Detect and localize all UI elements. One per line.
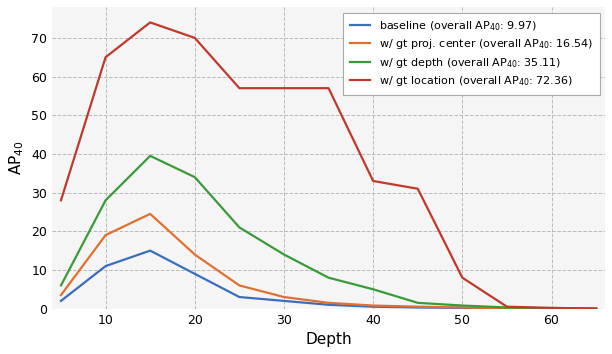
w/ gt depth (overall AP$_{40}$: 35.11): (50, 0.8): 35.11): (50, 0.8)	[458, 303, 466, 308]
w/ gt proj. center (overall AP$_{40}$: 16.54): (25, 6): 16.54): (25, 6)	[236, 283, 243, 287]
w/ gt depth (overall AP$_{40}$: 35.11): (30, 14): 35.11): (30, 14)	[280, 252, 288, 257]
w/ gt proj. center (overall AP$_{40}$: 16.54): (60, 0.1): 16.54): (60, 0.1)	[548, 306, 555, 310]
w/ gt proj. center (overall AP$_{40}$: 16.54): (45, 0.5): 16.54): (45, 0.5)	[414, 304, 422, 309]
w/ gt location (overall AP$_{40}$: 72.36): (55, 0.5): 72.36): (55, 0.5)	[503, 304, 510, 309]
baseline (overall AP$_{40}$: 9.97): (45, 0.3): 9.97): (45, 0.3)	[414, 306, 422, 310]
w/ gt location (overall AP$_{40}$: 72.36): (5, 28): 72.36): (5, 28)	[58, 198, 65, 202]
baseline (overall AP$_{40}$: 9.97): (35, 1): 9.97): (35, 1)	[325, 303, 332, 307]
w/ gt proj. center (overall AP$_{40}$: 16.54): (35, 1.5): 16.54): (35, 1.5)	[325, 301, 332, 305]
w/ gt location (overall AP$_{40}$: 72.36): (35, 57): 72.36): (35, 57)	[325, 86, 332, 90]
Line: w/ gt proj. center (overall AP$_{40}$: 16.54): w/ gt proj. center (overall AP$_{40}$: 1…	[61, 214, 596, 309]
w/ gt location (overall AP$_{40}$: 72.36): (60, 0.2): 72.36): (60, 0.2)	[548, 306, 555, 310]
w/ gt depth (overall AP$_{40}$: 35.11): (65, 0): 35.11): (65, 0)	[592, 307, 600, 311]
Line: w/ gt location (overall AP$_{40}$: 72.36): w/ gt location (overall AP$_{40}$: 72.36…	[61, 22, 596, 309]
w/ gt location (overall AP$_{40}$: 72.36): (45, 31): 72.36): (45, 31)	[414, 187, 422, 191]
w/ gt location (overall AP$_{40}$: 72.36): (65, 0): 72.36): (65, 0)	[592, 307, 600, 311]
w/ gt location (overall AP$_{40}$: 72.36): (15, 74): 72.36): (15, 74)	[146, 20, 154, 24]
w/ gt proj. center (overall AP$_{40}$: 16.54): (20, 14): 16.54): (20, 14)	[191, 252, 198, 257]
w/ gt location (overall AP$_{40}$: 72.36): (50, 8): 72.36): (50, 8)	[458, 275, 466, 280]
w/ gt proj. center (overall AP$_{40}$: 16.54): (40, 0.8): 16.54): (40, 0.8)	[370, 303, 377, 308]
w/ gt proj. center (overall AP$_{40}$: 16.54): (50, 0.3): 16.54): (50, 0.3)	[458, 306, 466, 310]
X-axis label: Depth: Depth	[305, 332, 352, 347]
Y-axis label: AP$_{40}$: AP$_{40}$	[7, 141, 26, 175]
baseline (overall AP$_{40}$: 9.97): (15, 15): 9.97): (15, 15)	[146, 249, 154, 253]
w/ gt depth (overall AP$_{40}$: 35.11): (55, 0.3): 35.11): (55, 0.3)	[503, 306, 510, 310]
w/ gt location (overall AP$_{40}$: 72.36): (10, 65): 72.36): (10, 65)	[102, 55, 110, 59]
w/ gt location (overall AP$_{40}$: 72.36): (20, 70): 72.36): (20, 70)	[191, 36, 198, 40]
w/ gt proj. center (overall AP$_{40}$: 16.54): (55, 0.1): 16.54): (55, 0.1)	[503, 306, 510, 310]
baseline (overall AP$_{40}$: 9.97): (25, 3): 9.97): (25, 3)	[236, 295, 243, 299]
baseline (overall AP$_{40}$: 9.97): (55, 0.1): 9.97): (55, 0.1)	[503, 306, 510, 310]
w/ gt depth (overall AP$_{40}$: 35.11): (10, 28): 35.11): (10, 28)	[102, 198, 110, 202]
w/ gt location (overall AP$_{40}$: 72.36): (40, 33): 72.36): (40, 33)	[370, 179, 377, 183]
baseline (overall AP$_{40}$: 9.97): (10, 11): 9.97): (10, 11)	[102, 264, 110, 268]
w/ gt depth (overall AP$_{40}$: 35.11): (40, 5): 35.11): (40, 5)	[370, 287, 377, 291]
Line: baseline (overall AP$_{40}$: 9.97): baseline (overall AP$_{40}$: 9.97)	[61, 251, 596, 309]
baseline (overall AP$_{40}$: 9.97): (30, 2): 9.97): (30, 2)	[280, 299, 288, 303]
w/ gt depth (overall AP$_{40}$: 35.11): (25, 21): 35.11): (25, 21)	[236, 225, 243, 229]
w/ gt proj. center (overall AP$_{40}$: 16.54): (15, 24.5): 16.54): (15, 24.5)	[146, 212, 154, 216]
w/ gt depth (overall AP$_{40}$: 35.11): (5, 6): 35.11): (5, 6)	[58, 283, 65, 287]
baseline (overall AP$_{40}$: 9.97): (50, 0.2): 9.97): (50, 0.2)	[458, 306, 466, 310]
baseline (overall AP$_{40}$: 9.97): (20, 9): 9.97): (20, 9)	[191, 272, 198, 276]
w/ gt proj. center (overall AP$_{40}$: 16.54): (5, 3.5): 16.54): (5, 3.5)	[58, 293, 65, 297]
w/ gt depth (overall AP$_{40}$: 35.11): (60, 0.1): 35.11): (60, 0.1)	[548, 306, 555, 310]
w/ gt proj. center (overall AP$_{40}$: 16.54): (10, 19): 16.54): (10, 19)	[102, 233, 110, 237]
baseline (overall AP$_{40}$: 9.97): (40, 0.5): 9.97): (40, 0.5)	[370, 304, 377, 309]
baseline (overall AP$_{40}$: 9.97): (5, 2): 9.97): (5, 2)	[58, 299, 65, 303]
w/ gt depth (overall AP$_{40}$: 35.11): (45, 1.5): 35.11): (45, 1.5)	[414, 301, 422, 305]
baseline (overall AP$_{40}$: 9.97): (60, 0.1): 9.97): (60, 0.1)	[548, 306, 555, 310]
w/ gt depth (overall AP$_{40}$: 35.11): (35, 8): 35.11): (35, 8)	[325, 275, 332, 280]
Line: w/ gt depth (overall AP$_{40}$: 35.11): w/ gt depth (overall AP$_{40}$: 35.11)	[61, 156, 596, 309]
w/ gt proj. center (overall AP$_{40}$: 16.54): (30, 3): 16.54): (30, 3)	[280, 295, 288, 299]
baseline (overall AP$_{40}$: 9.97): (65, 0): 9.97): (65, 0)	[592, 307, 600, 311]
w/ gt location (overall AP$_{40}$: 72.36): (25, 57): 72.36): (25, 57)	[236, 86, 243, 90]
w/ gt proj. center (overall AP$_{40}$: 16.54): (65, 0): 16.54): (65, 0)	[592, 307, 600, 311]
w/ gt location (overall AP$_{40}$: 72.36): (30, 57): 72.36): (30, 57)	[280, 86, 288, 90]
w/ gt depth (overall AP$_{40}$: 35.11): (20, 34): 35.11): (20, 34)	[191, 175, 198, 179]
w/ gt depth (overall AP$_{40}$: 35.11): (15, 39.5): 35.11): (15, 39.5)	[146, 154, 154, 158]
Legend: baseline (overall AP$_{40}$: 9.97), w/ gt proj. center (overall AP$_{40}$: 16.54: baseline (overall AP$_{40}$: 9.97), w/ g…	[343, 12, 600, 95]
